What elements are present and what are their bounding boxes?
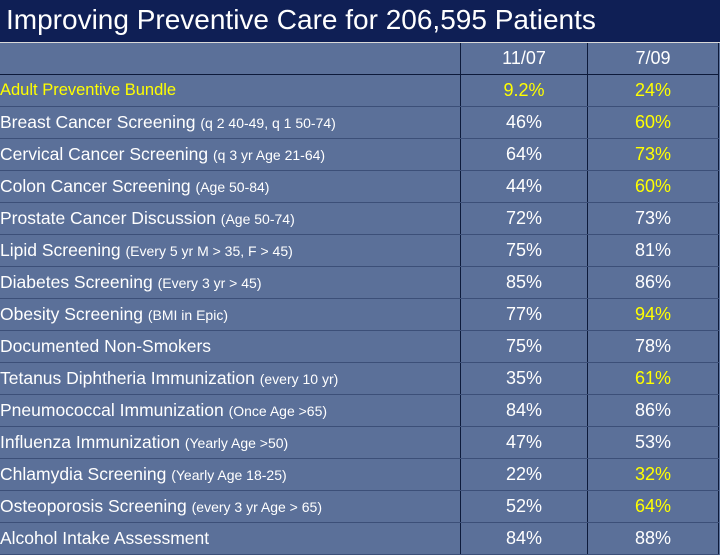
measure-criteria: (every 3 yr Age > 65) <box>191 499 322 515</box>
value-7-09: 73% <box>587 202 719 235</box>
row-label: Adult Preventive Bundle <box>0 74 461 107</box>
measure-name: Influenza Immunization <box>0 432 185 452</box>
row-label: Osteoporosis Screening (every 3 yr Age >… <box>0 490 461 523</box>
table-row: Osteoporosis Screening (every 3 yr Age >… <box>0 490 719 523</box>
value-11-07: 35% <box>460 362 588 395</box>
table-row: Tetanus Diphtheria Immunization (every 1… <box>0 362 719 395</box>
measure-name: Lipid Screening <box>0 240 126 260</box>
table-row: Breast Cancer Screening (q 2 40-49, q 1 … <box>0 106 719 139</box>
measure-criteria: (BMI in Epic) <box>147 307 228 323</box>
row-label: Breast Cancer Screening (q 2 40-49, q 1 … <box>0 106 461 139</box>
value-11-07: 44% <box>460 170 588 203</box>
table-row: Pneumococcal Immunization (Once Age >65)… <box>0 394 719 427</box>
measure-name: Pneumococcal Immunization <box>0 400 229 420</box>
measure-name: Breast Cancer Screening <box>0 112 201 132</box>
title-bar: Improving Preventive Care for 206,595 Pa… <box>0 0 720 43</box>
value-7-09: 53% <box>587 426 719 459</box>
value-7-09: 86% <box>587 266 719 299</box>
table-row: Documented Non-Smokers 75% 78% <box>0 330 719 363</box>
measure-criteria: (Age 50-74) <box>220 211 295 227</box>
measure-name: Alcohol Intake Assessment <box>0 528 210 548</box>
value-11-07: 64% <box>460 138 588 171</box>
measure-criteria: (Once Age >65) <box>228 403 328 419</box>
table-row: Obesity Screening (BMI in Epic) 77% 94% <box>0 298 719 331</box>
measure-criteria: (q 3 yr Age 21-64) <box>213 147 326 163</box>
row-label: Diabetes Screening (Every 3 yr > 45) <box>0 266 461 299</box>
measure-name: Colon Cancer Screening <box>0 176 196 196</box>
value-11-07: 72% <box>460 202 588 235</box>
row-label: Influenza Immunization (Yearly Age >50) <box>0 426 461 459</box>
header-cell-7-09: 7/09 <box>587 43 719 75</box>
table-row: Lipid Screening (Every 5 yr M > 35, F > … <box>0 234 719 267</box>
value-11-07: 52% <box>460 490 588 523</box>
value-11-07: 75% <box>460 330 588 363</box>
table-row: Cervical Cancer Screening (q 3 yr Age 21… <box>0 138 719 171</box>
measure-criteria: (Yearly Age >50) <box>184 435 289 451</box>
preventive-care-table: 11/07 7/09 Adult Preventive Bundle 9.2% 24… <box>0 43 719 555</box>
value-7-09: 88% <box>587 522 719 555</box>
table-row: Alcohol Intake Assessment 84% 88% <box>0 522 719 555</box>
row-label: Colon Cancer Screening (Age 50-84) <box>0 170 461 203</box>
measure-criteria: (Every 3 yr > 45) <box>157 275 262 291</box>
row-label: Pneumococcal Immunization (Once Age >65) <box>0 394 461 427</box>
value-11-07: 47% <box>460 426 588 459</box>
row-label: Chlamydia Screening (Yearly Age 18-25) <box>0 458 461 491</box>
measure-name: Chlamydia Screening <box>0 464 172 484</box>
measure-criteria: (every 10 yr) <box>259 371 339 387</box>
measure-name: Documented Non-Smokers <box>0 336 212 356</box>
row-label: Obesity Screening (BMI in Epic) <box>0 298 461 331</box>
value-7-09: 60% <box>587 106 719 139</box>
value-11-07: 9.2% <box>460 74 588 107</box>
value-11-07: 22% <box>460 458 588 491</box>
measure-name: Cervical Cancer Screening <box>0 144 214 164</box>
row-label: Lipid Screening (Every 5 yr M > 35, F > … <box>0 234 461 267</box>
value-11-07: 84% <box>460 394 588 427</box>
value-7-09: 73% <box>587 138 719 171</box>
value-11-07: 46% <box>460 106 588 139</box>
measure-name: Diabetes Screening <box>0 272 158 292</box>
value-7-09: 94% <box>587 298 719 331</box>
row-label: Documented Non-Smokers <box>0 330 461 363</box>
value-7-09: 60% <box>587 170 719 203</box>
row-label: Cervical Cancer Screening (q 3 yr Age 21… <box>0 138 461 171</box>
value-11-07: 77% <box>460 298 588 331</box>
table-row: Colon Cancer Screening (Age 50-84) 44% 60% <box>0 170 719 203</box>
measure-name: Obesity Screening <box>0 304 148 324</box>
measure-criteria: (Age 50-84) <box>195 179 270 195</box>
row-label: Tetanus Diphtheria Immunization (every 1… <box>0 362 461 395</box>
table-row: Prostate Cancer Discussion (Age 50-74) 72… <box>0 202 719 235</box>
value-7-09: 24% <box>587 74 719 107</box>
table-row: Diabetes Screening (Every 3 yr > 45) 85% 8… <box>0 266 719 299</box>
measure-name: Tetanus Diphtheria Immunization <box>0 368 260 388</box>
header-cell-11-07: 11/07 <box>460 43 588 75</box>
table-header-row: 11/07 7/09 <box>0 43 719 75</box>
measure-name: Adult Preventive Bundle <box>0 81 177 99</box>
header-cell-label <box>0 43 461 75</box>
table-row: Chlamydia Screening (Yearly Age 18-25) 22… <box>0 458 719 491</box>
value-11-07: 85% <box>460 266 588 299</box>
measure-criteria: (Every 5 yr M > 35, F > 45) <box>125 243 293 259</box>
value-7-09: 81% <box>587 234 719 267</box>
value-7-09: 64% <box>587 490 719 523</box>
value-7-09: 86% <box>587 394 719 427</box>
measure-criteria: (Yearly Age 18-25) <box>171 467 287 483</box>
page-title: Improving Preventive Care for 206,595 Pa… <box>6 4 596 35</box>
table-row: Adult Preventive Bundle 9.2% 24% <box>0 74 719 107</box>
measure-name: Prostate Cancer Discussion <box>0 208 221 228</box>
value-7-09: 78% <box>587 330 719 363</box>
row-label: Prostate Cancer Discussion (Age 50-74) <box>0 202 461 235</box>
value-7-09: 61% <box>587 362 719 395</box>
row-label: Alcohol Intake Assessment <box>0 522 461 555</box>
table-row: Influenza Immunization (Yearly Age >50) 4… <box>0 426 719 459</box>
measure-name: Osteoporosis Screening <box>0 496 192 516</box>
value-11-07: 84% <box>460 522 588 555</box>
value-7-09: 32% <box>587 458 719 491</box>
value-11-07: 75% <box>460 234 588 267</box>
measure-criteria: (q 2 40-49, q 1 50-74) <box>200 115 336 131</box>
